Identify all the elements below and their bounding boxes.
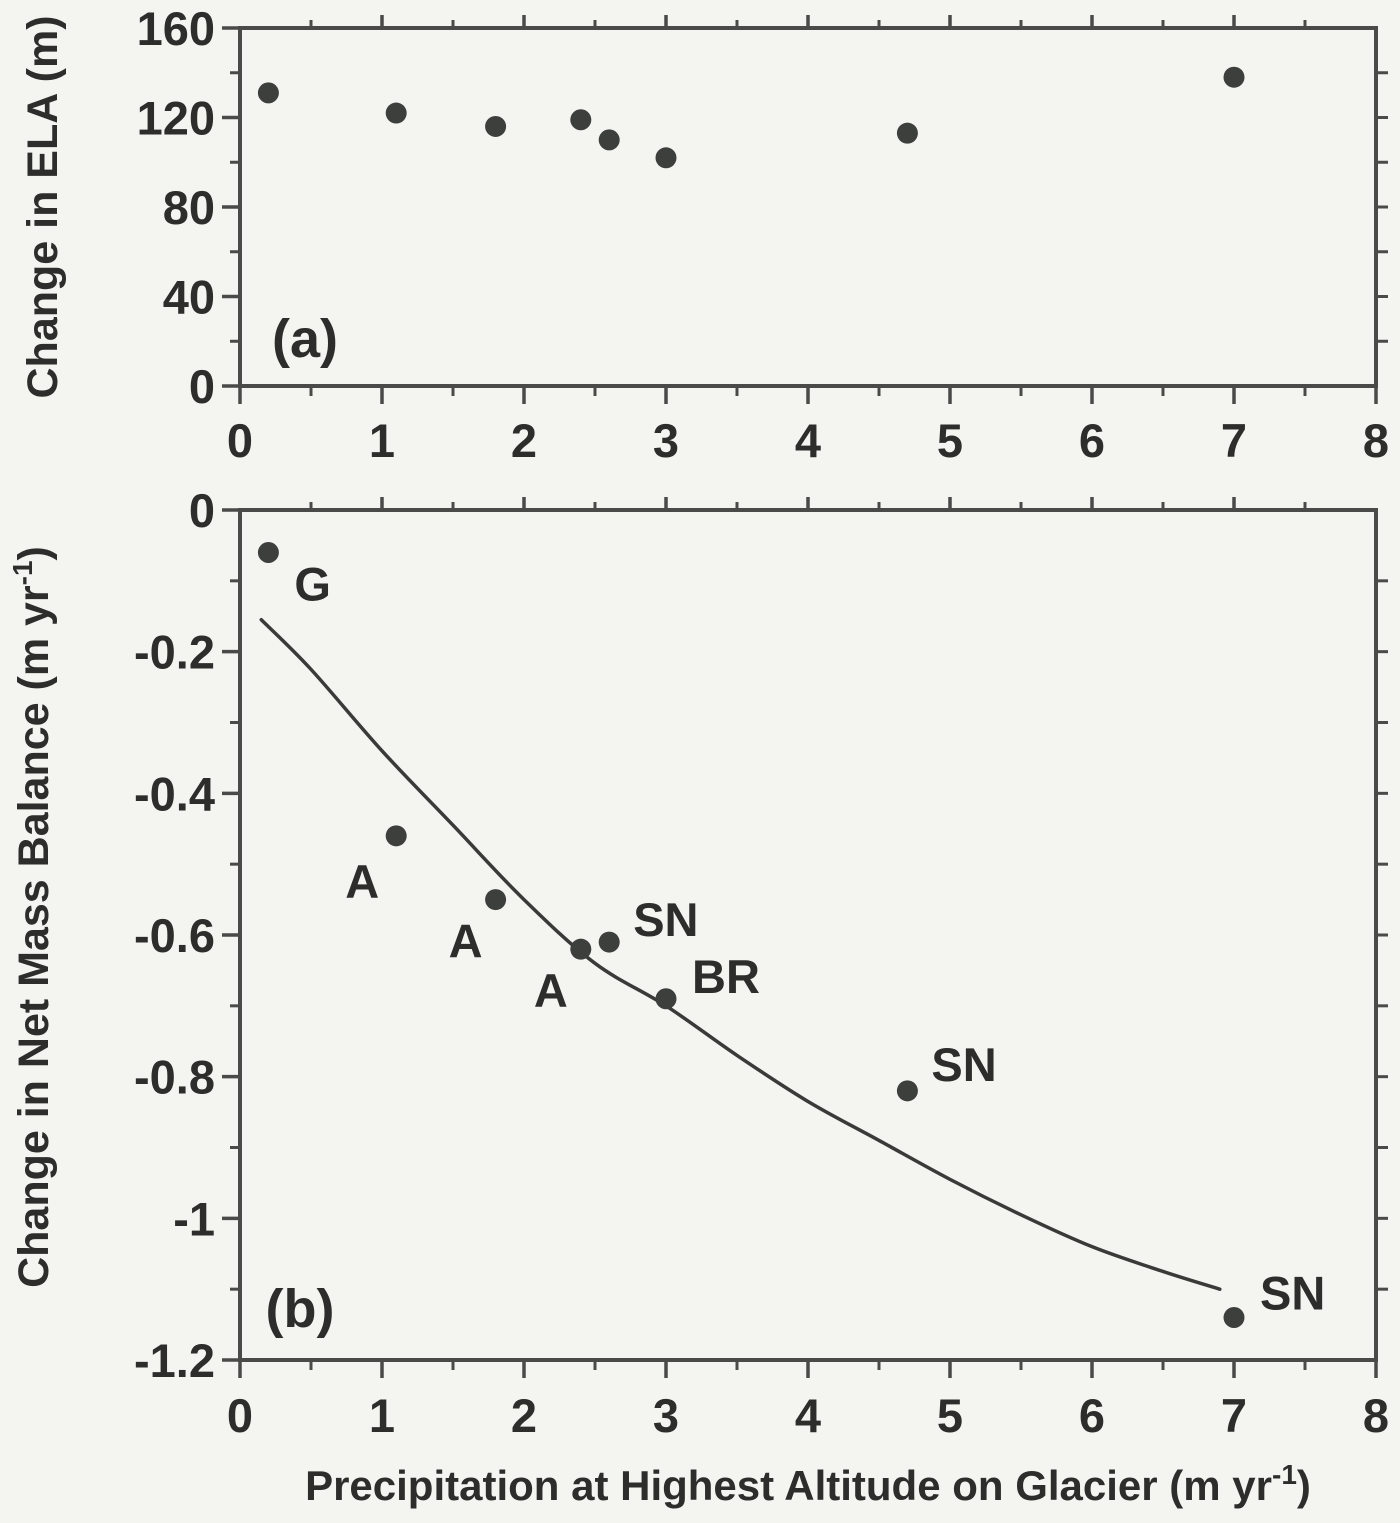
point-label-G: G [294,558,331,611]
y-tick-label: -1 [173,1192,215,1245]
panel-letter-a: (a) [272,309,338,369]
y-tick-label: 0 [189,484,215,537]
x-tick-label: 5 [937,1389,963,1442]
data-point [655,988,677,1010]
data-point [485,115,507,137]
y-axis-title-a: Change in ELA (m) [19,15,67,398]
y-tick-label: 160 [137,2,215,55]
data-point [385,102,407,124]
x-tick-label: 0 [227,1389,253,1442]
point-label-A: A [449,915,483,968]
data-point [1223,66,1245,88]
data-point [485,889,507,911]
y-tick-label: 80 [163,181,215,234]
point-label-BR: BR [692,950,760,1003]
point-label-A: A [345,855,379,908]
y-tick-label: 120 [137,92,215,145]
axes-frame [238,508,1378,1362]
x-tick-label: 3 [653,1389,679,1442]
x-tick-label: 2 [511,1389,537,1442]
data-point [257,542,279,563]
y-tick-label: -0.2 [134,626,215,679]
data-point [896,1080,918,1102]
data-point [896,122,918,144]
y-tick-label: -0.4 [134,767,215,820]
y-tick-label: 0 [189,360,215,413]
point-label-A: A [534,964,568,1017]
x-tick-label: 1 [369,1389,395,1442]
x-tick-label: 8 [1363,414,1389,467]
panel-letter-b: (b) [266,1279,335,1339]
data-point [385,825,407,847]
fit-curve [259,618,1222,1291]
x-tick-label: 6 [1079,414,1105,467]
data-point [570,938,592,960]
point-label-SN: SN [633,893,698,946]
y-tick-label: -0.8 [134,1051,215,1104]
x-tick-label: 3 [653,414,679,467]
data-point [570,109,592,131]
x-tick-label: 6 [1079,1389,1105,1442]
panel-b: 0 1 2 3 4 5 6 7 80-0.2-0.4-0.6-0.8-1-1.2GAAASNBR… [7,484,1389,1509]
point-label-SN: SN [1260,1267,1325,1320]
x-axis-title: Precipitation at Highest Altitude on Gla… [305,1459,1311,1509]
x-tick-label: 0 [227,414,253,467]
x-tick-label: 4 [795,414,821,467]
x-tick-label: 2 [511,414,537,467]
x-tick-label: 7 [1221,414,1247,467]
y-tick-label: -0.6 [134,909,215,962]
point-label-SN: SN [931,1038,996,1091]
x-tick-label: 7 [1221,1389,1247,1442]
y-tick-label: 40 [163,271,215,324]
data-point [598,129,620,151]
data-point [1223,1307,1245,1328]
data-point [598,931,620,953]
x-tick-label: 1 [369,414,395,467]
data-point [257,82,279,104]
x-tick-label: 4 [795,1389,821,1442]
y-axis-title-b: Change in Net Mass Balance (m yr-1) [7,546,58,1288]
data-point [655,147,677,169]
x-tick-label: 5 [937,414,963,467]
x-tick-label: 8 [1363,1389,1389,1442]
y-tick-label: -1.2 [134,1334,215,1387]
axes-frame [238,26,1378,388]
